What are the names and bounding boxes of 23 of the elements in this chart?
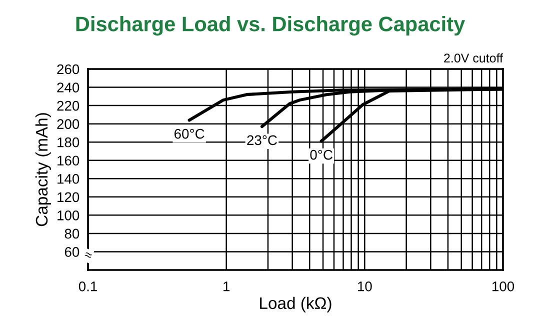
y-tick-label: 120 (58, 192, 80, 202)
y-tick-label: 260 (57, 64, 80, 74)
y-tick-label: 180 (58, 137, 80, 148)
y-tick-label: 160 (58, 156, 80, 166)
y-tick-label: 140 (58, 174, 80, 184)
y-tick-label: 220 (57, 100, 80, 111)
series-label: 23°C (247, 135, 277, 146)
y-tick-label: 60 (64, 247, 80, 257)
text: 2.0V cutoff (444, 53, 504, 63)
y-tick-label: 100 (58, 210, 80, 220)
chart-title: Discharge Load vs. Discharge Capacity (76, 16, 465, 36)
y-tick-label: 80 (64, 228, 80, 239)
x-tick-label: 100 (492, 281, 514, 292)
x-tick-label: 0.1 (78, 281, 97, 292)
x-axis-title: Load (kΩ) (260, 296, 332, 312)
annotation: ≈ (84, 252, 92, 258)
x-tick-label: 10 (358, 281, 372, 292)
y-tick-label: 240 (57, 82, 80, 92)
series-label: 60°C (174, 128, 204, 139)
y-tick-label: 200 (57, 119, 80, 129)
x-tick-label: 1 (224, 282, 230, 292)
series-label: 0°C (310, 150, 332, 160)
y-axis-title: Capacity (mAh) (35, 113, 51, 226)
